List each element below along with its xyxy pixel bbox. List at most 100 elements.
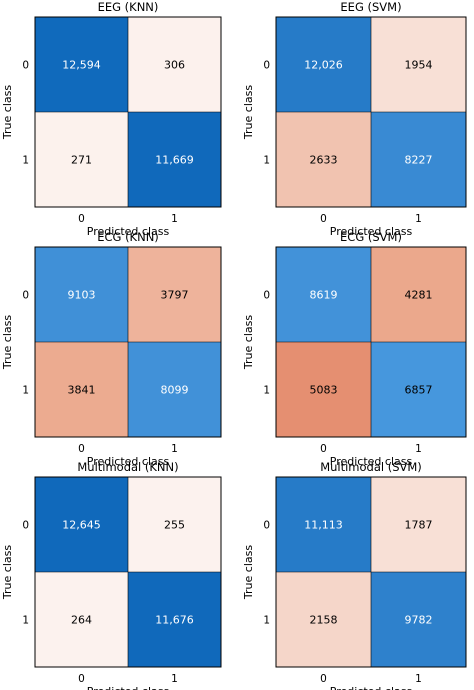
chart-multimodal-svm: Multimodal (SVM)11,1131787215897820101Pr… xyxy=(242,460,467,690)
chart-title: EEG (KNN) xyxy=(98,0,159,14)
y-tick-label: 0 xyxy=(263,60,270,72)
cell-1-0 xyxy=(35,342,128,437)
x-axis-label: Predicted class xyxy=(330,225,413,238)
cell-1-0 xyxy=(276,572,371,667)
cell-1-1 xyxy=(128,572,221,667)
cell-label-1-0: 2633 xyxy=(310,154,338,167)
cell-label-1-1: 11,676 xyxy=(155,614,194,627)
y-tick-label: 1 xyxy=(22,155,29,167)
cell-0-0 xyxy=(35,17,128,112)
panel-ecg-knn: ECG (KNN) 9103 3797 3841 8099 0 1 0 1 Predicted c… xyxy=(0,230,237,468)
y-tick-label: 1 xyxy=(22,615,29,627)
y-tick-label: 1 xyxy=(263,385,270,397)
panel-eeg-svm: EEG (SVM) 12,026 1954 2633 8227 0 1 0 1 Predicted… xyxy=(237,0,474,238)
cell-0-1 xyxy=(128,477,221,572)
x-axis-label: Predicted class xyxy=(87,685,170,690)
cell-1-1 xyxy=(371,572,466,667)
cell-0-1 xyxy=(128,247,221,342)
cell-label-1-0: 5083 xyxy=(310,384,338,397)
cell-1-0 xyxy=(35,572,128,667)
y-tick-label: 0 xyxy=(22,520,29,532)
x-tick-label: 1 xyxy=(171,673,178,685)
cell-0-1 xyxy=(128,17,221,112)
cell-label-1-0: 271 xyxy=(71,154,92,167)
y-tick-label: 1 xyxy=(263,615,270,627)
x-axis-label: Predicted class xyxy=(87,455,170,468)
chart-title: Multimodal (SVM) xyxy=(320,460,422,474)
x-tick-label: 1 xyxy=(171,443,178,455)
y-axis-label: True class xyxy=(242,545,255,600)
cell-0-1 xyxy=(371,247,466,342)
chart-title: ECG (KNN) xyxy=(97,230,159,244)
cell-0-0 xyxy=(276,477,371,572)
x-tick-label: 0 xyxy=(78,673,85,685)
cell-label-0-0: 9103 xyxy=(68,289,96,302)
cell-0-1 xyxy=(371,17,466,112)
panel-eeg-knn: EEG (KNN) 12,594 306 271 11,669 0 1 0 1 Predicted… xyxy=(0,0,237,238)
chart-title: ECG (SVM) xyxy=(340,230,402,244)
cell-label-1-0: 3841 xyxy=(68,384,96,397)
cell-label-1-1: 9782 xyxy=(405,614,433,627)
cell-1-1 xyxy=(128,342,221,437)
cell-1-1 xyxy=(371,112,466,207)
cell-0-1 xyxy=(371,477,466,572)
cell-1-1 xyxy=(371,342,466,437)
y-axis-label: True class xyxy=(242,315,255,370)
panel-multimodal-knn: Multimodal (KNN)12,64525526411,6760101Pr… xyxy=(0,460,237,690)
cell-0-0 xyxy=(35,247,128,342)
cell-1-0 xyxy=(35,112,128,207)
chart-multimodal-knn: Multimodal (KNN)12,64525526411,6760101Pr… xyxy=(1,460,222,690)
cell-label-1-1: 8227 xyxy=(405,154,433,167)
cell-1-0 xyxy=(276,342,371,437)
chart-title: EEG (SVM) xyxy=(340,0,401,14)
chart-title: Multimodal (KNN) xyxy=(77,460,178,474)
cell-1-1 xyxy=(128,112,221,207)
x-tick-label: 1 xyxy=(171,213,178,225)
x-tick-label: 0 xyxy=(320,443,327,455)
y-tick-label: 0 xyxy=(263,290,270,302)
panel-multimodal-svm: Multimodal (SVM)11,1131787215897820101Pr… xyxy=(237,460,474,690)
x-tick-label: 1 xyxy=(415,213,422,225)
cell-label-1-0: 264 xyxy=(71,614,92,627)
cell-label-0-0: 8619 xyxy=(310,289,338,302)
cell-label-0-0: 12,594 xyxy=(62,59,101,72)
cell-label-1-1: 8099 xyxy=(161,384,189,397)
x-axis-label: Predicted class xyxy=(87,225,170,238)
x-axis-label: Predicted class xyxy=(330,685,413,690)
cell-label-1-0: 2158 xyxy=(310,614,338,627)
x-tick-label: 0 xyxy=(320,213,327,225)
cell-label-0-0: 12,645 xyxy=(62,519,101,532)
panel-ecg-svm: ECG (SVM) 8619 4281 5083 6857 0 1 0 1 Predicted c… xyxy=(237,230,474,468)
cell-0-0 xyxy=(35,477,128,572)
x-tick-label: 0 xyxy=(320,673,327,685)
cell-label-0-0: 12,026 xyxy=(304,59,343,72)
cell-label-1-1: 11,669 xyxy=(155,154,194,167)
x-axis-label: Predicted class xyxy=(330,455,413,468)
y-tick-label: 1 xyxy=(263,155,270,167)
cell-label-0-1: 4281 xyxy=(405,289,433,302)
cell-label-0-1: 3797 xyxy=(161,289,189,302)
y-tick-label: 0 xyxy=(22,290,29,302)
cell-label-0-1: 1954 xyxy=(405,59,433,72)
cell-label-1-1: 6857 xyxy=(405,384,433,397)
y-axis-label: True class xyxy=(242,85,255,140)
y-axis-label: True class xyxy=(1,545,14,600)
y-tick-label: 0 xyxy=(263,520,270,532)
x-tick-label: 0 xyxy=(78,443,85,455)
y-axis-label: True class xyxy=(1,315,14,370)
cell-0-0 xyxy=(276,247,371,342)
cell-0-0 xyxy=(276,17,371,112)
cell-1-0 xyxy=(276,112,371,207)
cell-label-0-1: 255 xyxy=(164,519,185,532)
y-axis-label: True class xyxy=(1,85,14,140)
cell-label-0-1: 306 xyxy=(164,59,185,72)
x-tick-label: 1 xyxy=(415,673,422,685)
y-tick-label: 1 xyxy=(22,385,29,397)
cell-label-0-0: 11,113 xyxy=(304,519,343,532)
x-tick-label: 0 xyxy=(78,213,85,225)
